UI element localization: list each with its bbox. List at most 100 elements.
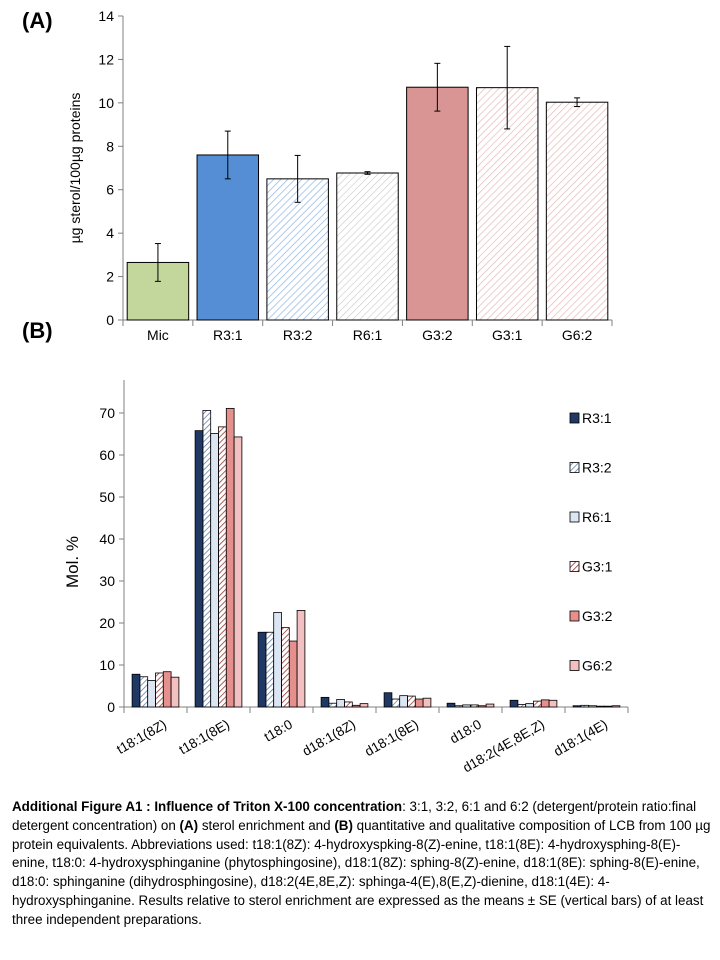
- x-tick-label-mic: Mic: [147, 327, 169, 343]
- bar-g6-2-d18-1-8z: [359, 703, 369, 708]
- bar-g3-1-d18-1-8z: [344, 701, 353, 708]
- y-tick-label: 14: [98, 8, 114, 24]
- bar-g3-2-d18-1-8e: [414, 698, 424, 708]
- bar-r3-1-t18-0: [257, 631, 267, 708]
- x-tick-label-d18-0: d18:0: [447, 717, 484, 747]
- bar-g3-1-d18-2-4e-8e-z: [533, 700, 542, 708]
- bar-r3-2-t18-0: [265, 631, 275, 708]
- bar-r3-1-t18-1-8z: [131, 673, 141, 708]
- legend-label-r6-1: R6:1: [582, 509, 612, 525]
- y-tick-label: 60: [99, 447, 115, 463]
- y-tick-label: 0: [106, 312, 114, 328]
- panel-label-b: (B): [22, 318, 53, 343]
- bar-g6-2-d18-2-4e-8e-z: [548, 699, 558, 708]
- figure-caption: Additional Figure A1 : Influence of Trit…: [12, 798, 712, 929]
- bar-g3-1-t18-1-8z: [155, 672, 164, 708]
- y-tick-label: 10: [99, 657, 115, 673]
- caption-text-3: quantitative and qualitative composition…: [12, 817, 711, 927]
- bar-r6-1-t18-1-8e: [210, 433, 219, 708]
- bar-g6-2-d18-1-4e: [611, 705, 621, 708]
- y-tick-label: 30: [99, 573, 115, 589]
- legend-swatch-r3-1: [569, 412, 580, 424]
- bar-r3-2-d18-2-4e-8e-z: [517, 704, 527, 708]
- y-axis-label-a: µg sterol/100µg proteins: [67, 93, 83, 244]
- x-tick-label-t18-0: t18:0: [261, 717, 295, 745]
- legend-swatch-g3-1: [569, 561, 580, 572]
- bar-r6-1-t18-0: [273, 612, 282, 708]
- y-tick-label: 40: [99, 531, 115, 547]
- legend-swatch-g3-2: [569, 610, 580, 622]
- y-tick-label: 8: [106, 138, 114, 154]
- bar-r6-1-d18-1-8e: [399, 695, 408, 708]
- x-tick-label-t18-1-8e: t18:1(8E): [176, 717, 232, 758]
- bar-r3-2-d18-1-8z: [328, 702, 338, 708]
- legend-label-g6-2: G6:2: [582, 658, 613, 674]
- bar-g3-1-d18-1-4e: [596, 705, 605, 708]
- bar-g6-2-d18-0: [485, 703, 495, 708]
- bar-g3-1-d18-1-8e: [407, 695, 416, 708]
- bar-r3-1: [196, 154, 260, 321]
- bar-g3-2-t18-1-8e: [225, 407, 235, 708]
- bar-r6-1-d18-1-8z: [336, 699, 345, 708]
- x-tick-label-g6-2: G6:2: [562, 327, 593, 343]
- chart-a-sterol-enrichment: 0 2 4 6 8 10 12 14 µg sterol/100µg proteins Mic R3…: [67, 8, 613, 343]
- bar-r3-1-d18-1-8e: [383, 692, 393, 708]
- x-tick-label-g3-1: G3:1: [492, 327, 523, 343]
- x-tick-label-r3-2: R3:2: [283, 327, 313, 343]
- caption-panel-b: (B): [334, 817, 353, 833]
- bar-r3-2-d18-1-8e: [391, 698, 401, 708]
- legend-label-g3-2: G3:2: [582, 608, 613, 624]
- x-tick-label-t18-1-8z: t18:1(8Z): [114, 717, 169, 757]
- bar-r6-1-d18-1-4e: [588, 705, 597, 708]
- bar-r3-1-d18-1-4e: [572, 705, 582, 708]
- bar-r3-1-d18-2-4e-8e-z: [509, 699, 519, 708]
- bar-g3-2-d18-2-4e-8e-z: [540, 699, 550, 708]
- x-tick-label-d18-1-8e: d18:1(8E): [362, 717, 421, 760]
- caption-title: Additional Figure A1 : Influence of Trit…: [12, 799, 403, 814]
- y-tick-label: 0: [107, 699, 115, 715]
- legend-label-r3-1: R3:1: [582, 410, 612, 426]
- x-tick-label-d18-1-4e: d18:1(4E): [551, 717, 610, 760]
- bar-g6-2-d18-1-8e: [422, 697, 432, 708]
- legend-label-g3-1: G3:1: [582, 559, 613, 575]
- bar-r3-2-t18-1-8e: [202, 410, 212, 708]
- x-tick-label-g3-2: G3:2: [422, 327, 453, 343]
- bar-g6-2-t18-1-8e: [233, 436, 243, 708]
- bar-g3-2: [406, 86, 469, 321]
- bar-r6-1-t18-1-8z: [147, 680, 156, 708]
- y-tick-label: 10: [98, 95, 114, 111]
- y-tick-label: 4: [106, 225, 114, 241]
- legend-swatch-r3-2: [569, 462, 580, 473]
- bar-g6-2-t18-1-8z: [170, 676, 180, 708]
- panel-label-a: (A): [22, 8, 53, 33]
- bar-r3-1-t18-1-8e: [194, 430, 204, 708]
- y-tick-label: 50: [99, 489, 115, 505]
- y-tick-label: 2: [106, 269, 114, 285]
- y-tick-label: 6: [106, 182, 114, 198]
- caption-panel-a: (A): [179, 817, 199, 833]
- legend-label-r3-2: R3:2: [582, 460, 612, 476]
- caption-text-2: sterol enrichment and: [198, 817, 335, 833]
- x-tick-label-r6-1: R6:1: [353, 327, 383, 343]
- bar-g3-2-d18-1-4e: [603, 705, 613, 708]
- x-tick-label-d18-1-8z: d18:1(8Z): [300, 717, 358, 759]
- x-tick-label-r3-1: R3:1: [213, 327, 243, 343]
- legend-swatch-g6-2: [569, 660, 580, 671]
- chart-b-lcb-composition: 0 10 20 30 40 50 60 70 Mol. % t18:1(8Z) t18:1(8E) t…: [63, 380, 629, 775]
- legend-swatch-r6-1: [569, 511, 580, 523]
- y-tick-label: 20: [99, 615, 115, 631]
- bar-r6-1: [336, 172, 399, 321]
- bar-g6-2: [545, 101, 609, 321]
- bar-g3-2-d18-1-8z: [351, 704, 361, 708]
- bar-g6-2-t18-0: [296, 610, 306, 708]
- bar-g3-2-t18-1-8z: [162, 671, 172, 708]
- bar-g3-2-d18-0: [477, 705, 487, 708]
- bar-g3-1-d18-0: [470, 704, 479, 708]
- bar-g3-1-t18-1-8e: [218, 426, 227, 708]
- caption-text-1: : 3:1, 3:2, 6:1 and 6:2 (detergent/prote…: [12, 799, 697, 833]
- bar-g3-2-t18-0: [288, 640, 298, 708]
- y-tick-label: 70: [99, 405, 115, 421]
- bar-r3-1-d18-1-8z: [320, 696, 330, 708]
- bar-r3-2-d18-1-4e: [580, 704, 590, 708]
- bar-r3-1-d18-0: [446, 702, 456, 708]
